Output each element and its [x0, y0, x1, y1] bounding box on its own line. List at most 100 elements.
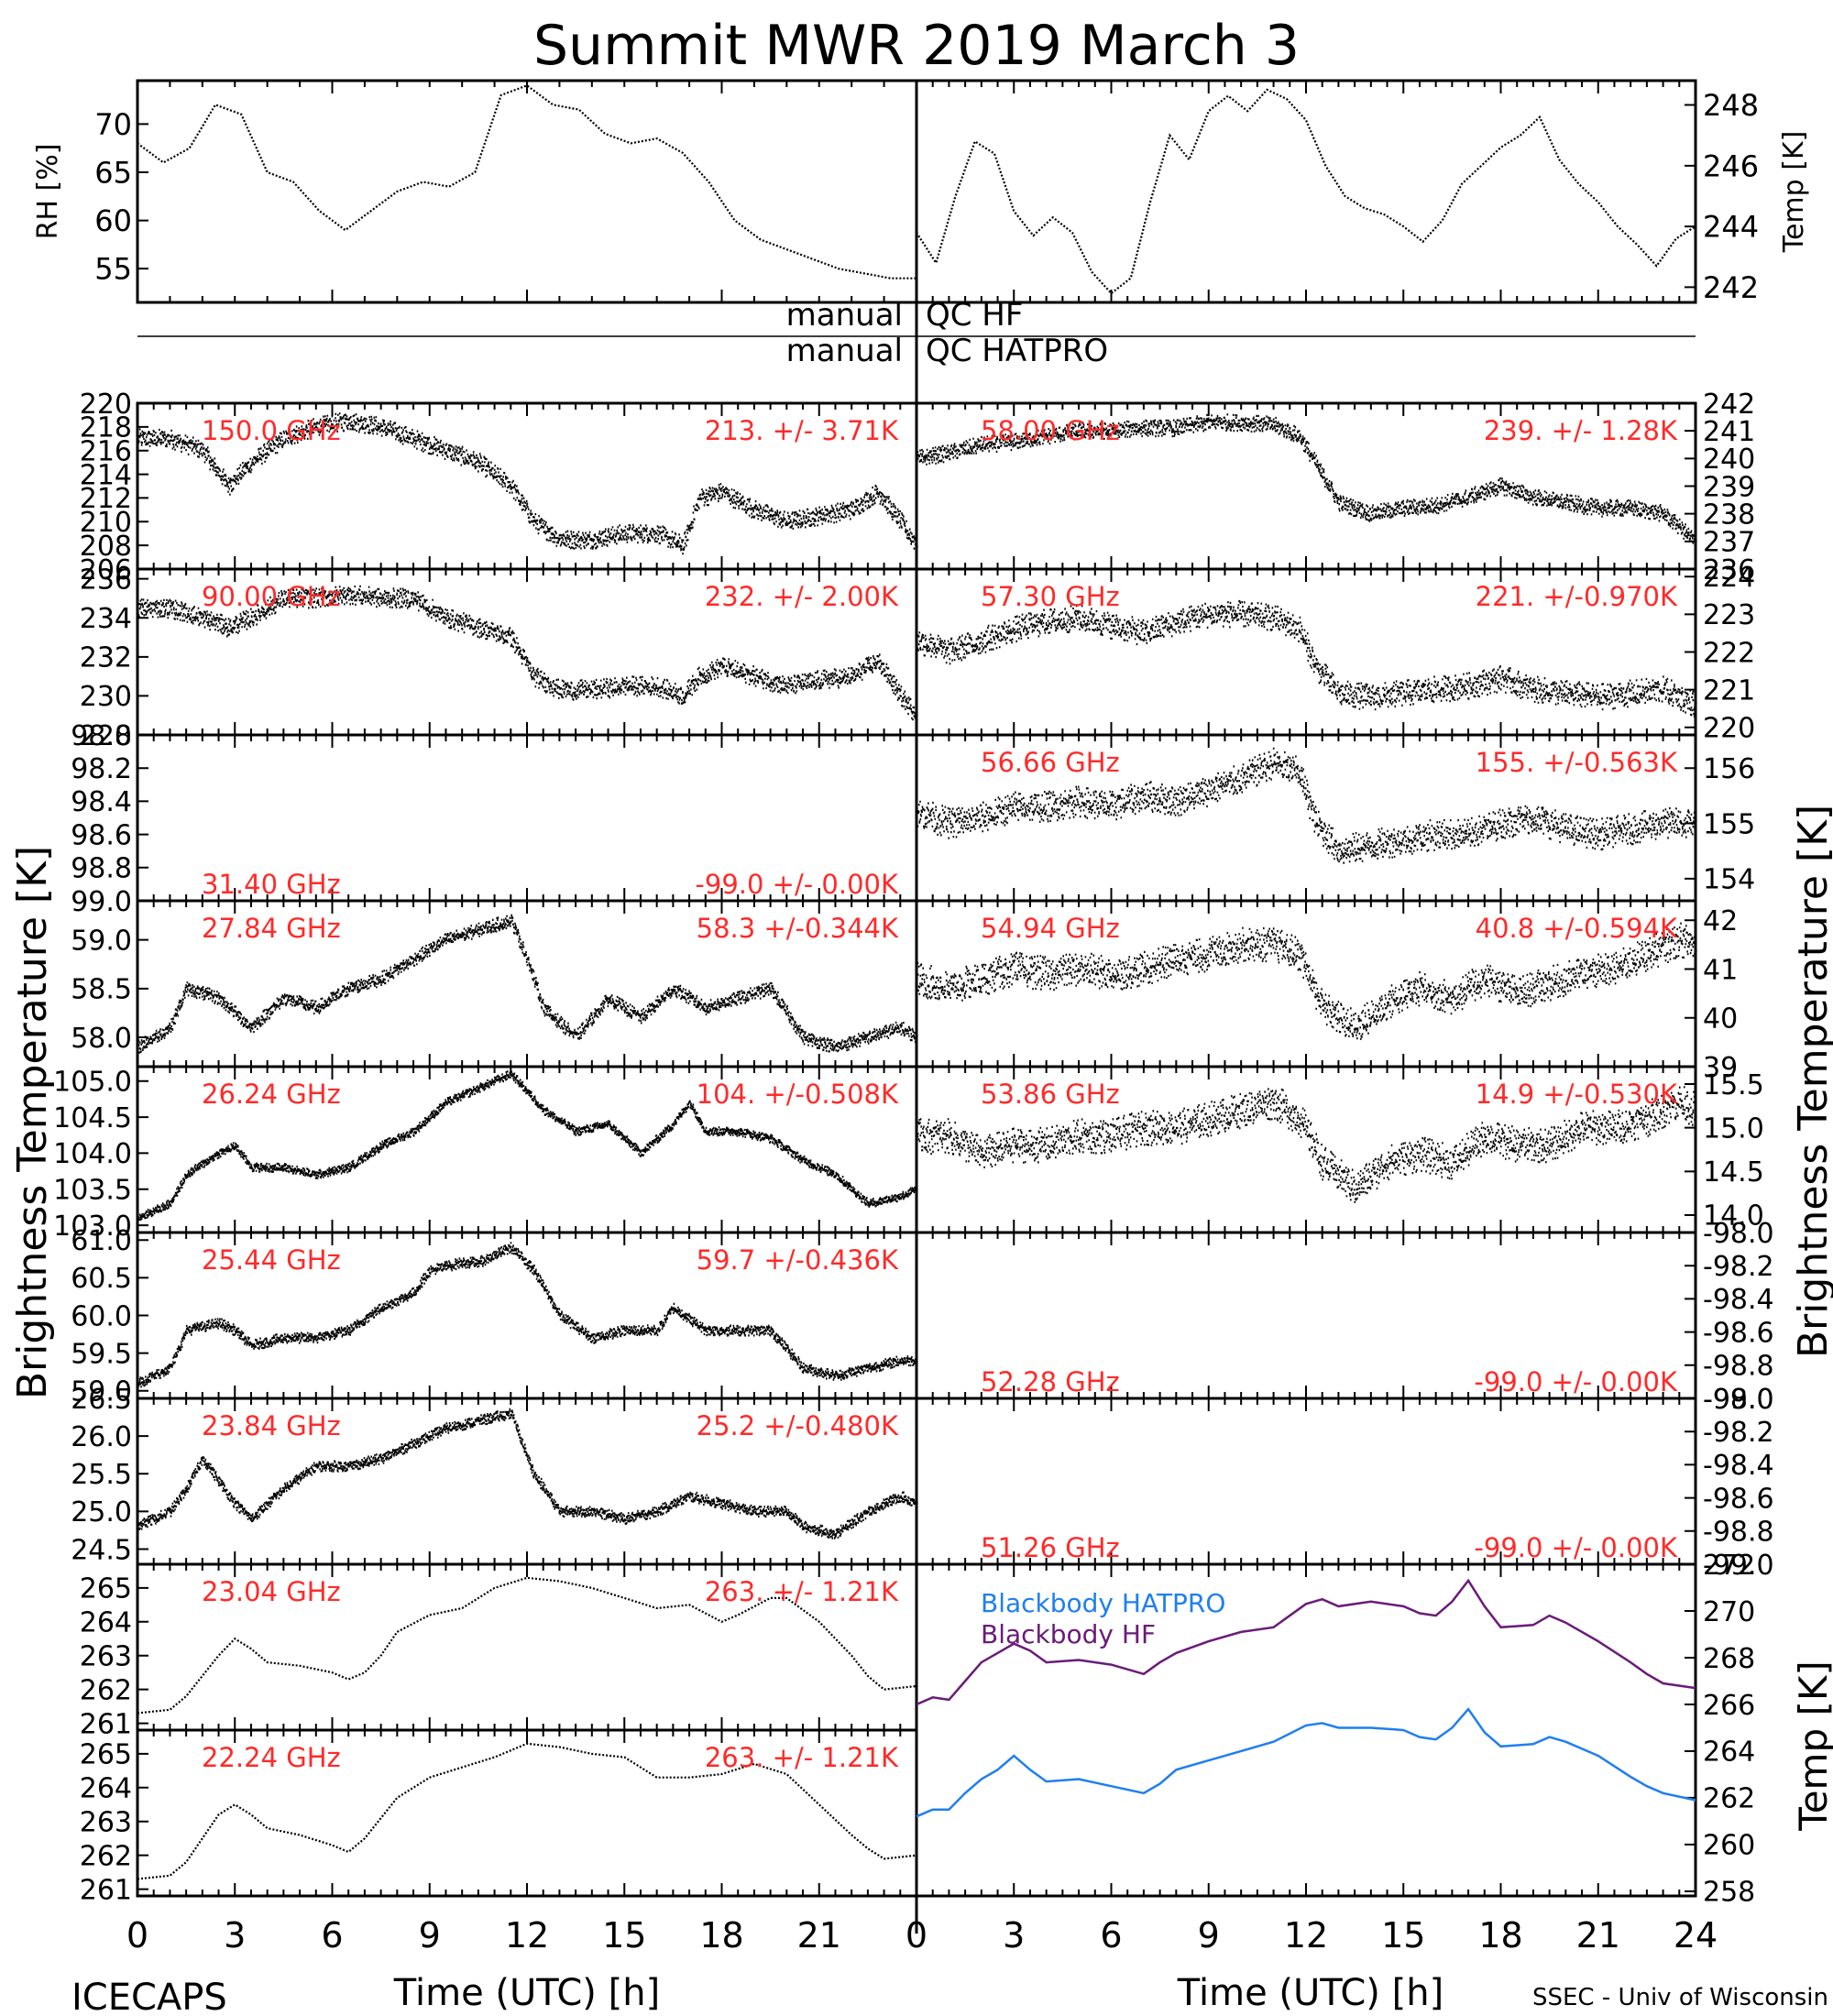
ch5386-ytick-label: 15.5: [1703, 1069, 1764, 1101]
ch90-ytick-label: 228: [80, 720, 132, 752]
ch2624-ytick-label: 104.5: [53, 1102, 132, 1134]
rh-ytick-label: 70: [94, 107, 132, 142]
rh-ytick-label: 60: [94, 203, 132, 238]
right-xtick-label: 0: [906, 1915, 927, 1956]
ch2544-ytick-label: 59.5: [71, 1338, 132, 1370]
ch5666-xtick-marks: [916, 735, 1696, 901]
ch5730-xtick-marks: [916, 569, 1696, 735]
ch5228-ytick-label: -98.4: [1703, 1284, 1774, 1316]
ch150-ytick-label: 206: [80, 554, 132, 586]
blackbody-ytick-marks: [1685, 1563, 1696, 1892]
ch2384-ytick-label: 25.0: [71, 1496, 132, 1528]
ch5730-yticks: 220 221 222 223 224: [1685, 562, 1755, 745]
ch5228-ytick-label: -98.0: [1703, 1218, 1774, 1250]
ch2784-ytick-label: 58.0: [71, 1023, 132, 1055]
ch5666-trace-b: [916, 753, 1697, 860]
ch5730-ytick-label: 222: [1703, 637, 1755, 669]
ch150-xtick-marks: [137, 403, 917, 569]
ch5494-freq-label: 54.94 GHz: [981, 913, 1120, 944]
ch2224-ytick-label: 264: [80, 1773, 132, 1805]
ch2624-ytick-label: 104.0: [53, 1138, 132, 1170]
ch5228-ytick-label: -98.8: [1703, 1351, 1774, 1383]
ch2384-freq-label: 23.84 GHz: [202, 1410, 341, 1441]
ch2224-freq-label: 22.24 GHz: [202, 1742, 341, 1773]
right-x-label: Time (UTC) [h]: [1177, 1972, 1443, 2014]
blackbody-ytick-label: 268: [1703, 1643, 1755, 1675]
ch2784-xticks: [137, 901, 917, 1067]
rh-ytick-label: 65: [94, 155, 132, 190]
ch5494-xtick-marks: [916, 901, 1696, 1067]
ch90-trace-b: [137, 587, 918, 718]
ch150-ytick-label: 214: [80, 459, 132, 491]
blackbody-ytick-label: 272: [1703, 1550, 1755, 1582]
ch5494-ytick-label: 42: [1703, 905, 1738, 937]
ch2224-trace: [137, 1742, 917, 1880]
ch5730-ytick-label: 223: [1703, 599, 1755, 631]
ch5126-yticks: -99.0-98.8-98.6-98.4-98.2-98.0: [1685, 1384, 1774, 1582]
ch2304-ytick-marks: [137, 1586, 148, 1725]
blackbody-ytick-label: 264: [1703, 1737, 1755, 1769]
ch150-freq-label: 150.0 GHz: [202, 415, 341, 446]
ch2304-freq-label: 23.04 GHz: [202, 1576, 341, 1607]
ch2784-ytick-label: 59.0: [71, 925, 132, 957]
ch2384-ytick-label: 26.5: [71, 1384, 132, 1416]
blackbody-legend-0: Blackbody HATPRO: [981, 1588, 1225, 1618]
temp-xticks: [916, 81, 1696, 302]
ch58-freq-label: 58.00 GHz: [981, 415, 1120, 446]
ch5228-stats-label: -99.0 +/- 0.00K: [1474, 1366, 1678, 1397]
ch5386-stats-label: 14.9 +/-0.530K: [1476, 1079, 1678, 1110]
ch5666-xticks: [916, 735, 1696, 901]
ch150-trace-b: [137, 415, 918, 551]
right-xtick-label: 3: [1003, 1915, 1025, 1956]
ch3140-stats-label: -99.0 +/- 0.00K: [695, 869, 899, 900]
ch5666-ytick-label: 154: [1703, 864, 1755, 896]
ch3140-ytick-label: 98.6: [71, 819, 132, 851]
blackbody-series-1: [916, 1578, 1696, 1706]
ch90-xtick-marks: [137, 569, 917, 735]
ch2544-ytick-marks: [137, 1239, 148, 1392]
ch5666-ytick-label: 156: [1703, 753, 1755, 785]
ch5228-freq-label: 52.28 GHz: [981, 1366, 1120, 1397]
ch5494-trace: [916, 922, 1697, 1040]
ch2384-yticks: 24.5 25.0 25.5 26.0 26.5: [71, 1384, 148, 1566]
ch2224-ytick-label: 262: [80, 1840, 132, 1872]
ch2384-ytick-label: 26.0: [71, 1421, 132, 1453]
ch58-xtick-marks: [916, 403, 1696, 569]
rh-ylabel: RH [%]: [32, 144, 64, 240]
ch5126-ytick-label: -99.0: [1703, 1550, 1774, 1582]
ch5386-ytick-label: 15.0: [1703, 1112, 1764, 1145]
blackbody-legend-1: Blackbody HF: [981, 1619, 1156, 1649]
temp-trace: [916, 88, 1696, 295]
ch58-ytick-label: 238: [1703, 499, 1755, 531]
right-xtick-label: 24: [1674, 1915, 1718, 1956]
ch2224-ytick-marks: [137, 1752, 148, 1890]
ch5228-ytick-label: -99.0: [1703, 1384, 1774, 1416]
ch2784-ytick-marks: [137, 938, 148, 1039]
ch5386-freq-label: 53.86 GHz: [981, 1079, 1120, 1110]
ch3140-freq-label: 31.40 GHz: [202, 869, 341, 900]
ch58-trace-b: [916, 416, 1697, 544]
ch5730-trace-b: [916, 605, 1697, 712]
ch2624-freq-label: 26.24 GHz: [202, 1079, 341, 1110]
ch2384-ytick-marks: [137, 1397, 148, 1550]
ch2304-ytick-label: 262: [80, 1674, 132, 1706]
rh-panel-frame: [136, 79, 918, 304]
left-side-label: Brightness Temperature [K]: [9, 846, 56, 1399]
ch150-ytick-label: 216: [80, 436, 132, 468]
left-xtick-label: 3: [224, 1915, 246, 1956]
ch5228-xticks: [916, 1233, 1696, 1398]
ch5386-xtick-marks: [916, 1067, 1696, 1233]
left-xtick-label: 12: [505, 1915, 549, 1956]
ch2784-yticks: 58.0 58.5 59.0: [71, 925, 148, 1055]
ch90-ytick-label: 232: [80, 642, 132, 674]
ch90-yticks: 228 230 232 234 236: [80, 564, 148, 752]
right-xtick-label: 12: [1284, 1915, 1328, 1956]
ch2224-ytick-label: 263: [80, 1807, 132, 1839]
ch2304-ytick-label: 265: [80, 1573, 132, 1605]
ch5494-ytick-label: 41: [1703, 954, 1738, 986]
ch5126-ytick-label: -98.8: [1703, 1517, 1774, 1549]
ch5126-xticks: [916, 1398, 1696, 1564]
ch3140-ytick-label: 98.4: [71, 786, 132, 818]
